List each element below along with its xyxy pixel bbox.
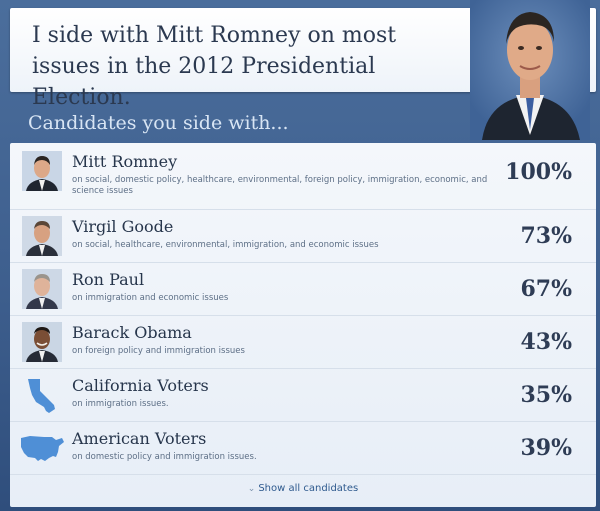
- person-avatar-icon: [22, 151, 62, 191]
- california-map-icon: [28, 379, 55, 413]
- match-percent: 73%: [520, 223, 572, 249]
- usa-map-icon: [21, 436, 64, 461]
- candidate-issues: on social, healthcare, environmental, im…: [72, 240, 379, 250]
- show-all-candidates-link[interactable]: ⌄ Show all candidates: [10, 483, 596, 494]
- match-percent: 67%: [520, 276, 572, 302]
- candidate-issues: on immigration and economic issues: [72, 293, 229, 303]
- candidate-portrait: [470, 0, 590, 140]
- candidate-name: Virgil Goode: [72, 217, 174, 236]
- candidate-name: Ron Paul: [72, 270, 145, 289]
- candidate-row-goode[interactable]: Virgil Goode on social, healthcare, envi…: [10, 210, 596, 263]
- candidate-row-california-voters[interactable]: California Voters on immigration issues.…: [10, 369, 596, 422]
- result-title: I side with Mitt Romney on most issues i…: [32, 23, 397, 110]
- person-avatar-icon: [22, 216, 62, 256]
- candidate-issues: on social, domestic policy, healthcare, …: [72, 175, 488, 196]
- candidate-row-romney[interactable]: Mitt Romney on social, domestic policy, …: [10, 145, 596, 210]
- candidate-row-obama[interactable]: Barack Obama on foreign policy and immig…: [10, 316, 596, 369]
- person-avatar-icon: [22, 269, 62, 309]
- candidate-issues: on immigration issues.: [72, 399, 169, 409]
- match-percent: 35%: [520, 382, 572, 408]
- show-all-label: Show all candidates: [258, 483, 359, 494]
- match-percent: 43%: [520, 329, 572, 355]
- match-percent: 100%: [505, 159, 572, 185]
- person-avatar-icon: [22, 322, 62, 362]
- candidate-name: California Voters: [72, 376, 209, 395]
- candidate-name: Mitt Romney: [72, 152, 178, 171]
- match-percent: 39%: [520, 435, 572, 461]
- candidate-issues: on foreign policy and immigration issues: [72, 346, 245, 356]
- candidate-name: Barack Obama: [72, 323, 192, 342]
- candidates-heading: Candidates you side with...: [28, 112, 289, 134]
- chevron-down-icon: ⌄: [247, 484, 256, 494]
- candidate-issues: on domestic policy and immigration issue…: [72, 452, 257, 462]
- candidate-name: American Voters: [72, 429, 207, 448]
- candidates-list: Mitt Romney on social, domestic policy, …: [10, 143, 596, 507]
- candidate-row-paul[interactable]: Ron Paul on immigration and economic iss…: [10, 263, 596, 316]
- candidate-row-american-voters[interactable]: American Voters on domestic policy and i…: [10, 422, 596, 475]
